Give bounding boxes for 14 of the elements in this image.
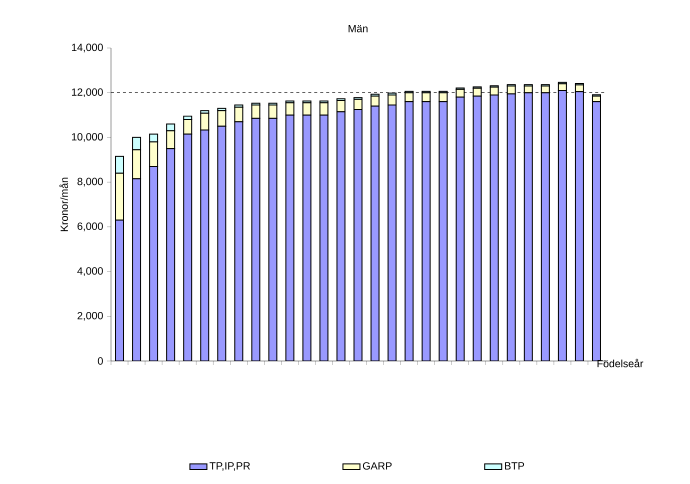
legend-label: GARP: [362, 462, 392, 470]
y-axis-title: Kronor/mån: [59, 178, 68, 232]
legend-label: TP,IP,PR: [210, 462, 250, 471]
y-tick-label: 10,000: [72, 133, 103, 142]
y-tick-label: 6,000: [78, 222, 103, 232]
chart-title: Män: [348, 25, 368, 32]
y-tick-label: 8,000: [77, 178, 103, 186]
y-tick-label: 14,000: [72, 44, 103, 52]
legend-label: BTP: [505, 462, 524, 470]
y-tick-label: 12,000: [72, 88, 103, 98]
y-tick-label: 0: [98, 357, 103, 365]
y-tick-label: 2,000: [78, 312, 103, 321]
x-axis-title: Födelseår: [598, 358, 644, 368]
y-tick-label: 4,000: [77, 267, 103, 276]
